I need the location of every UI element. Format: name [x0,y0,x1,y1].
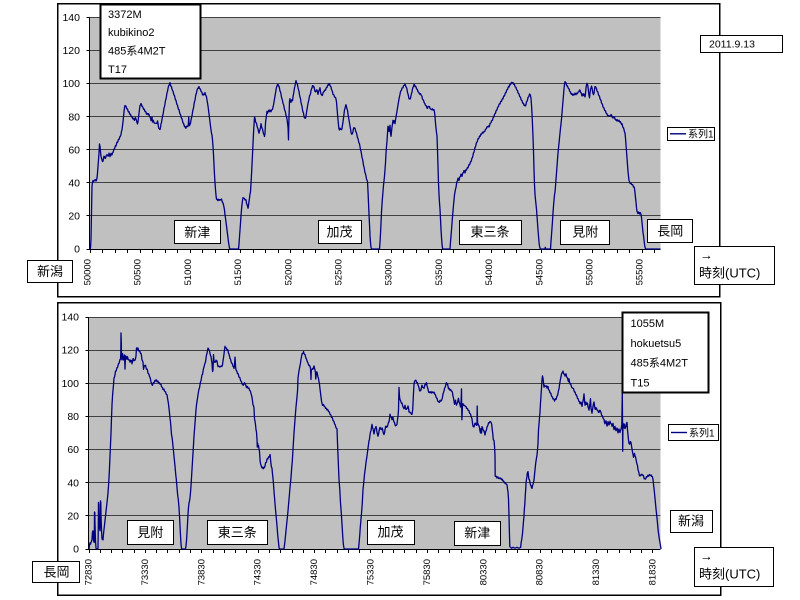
svg-text:20: 20 [67,511,79,523]
svg-text:51500: 51500 [233,259,244,285]
svg-text:kubikino2: kubikino2 [108,27,154,39]
svg-text:2011.9.13: 2011.9.13 [709,39,755,51]
svg-text:T17: T17 [108,64,127,76]
svg-text:75830: 75830 [422,559,433,585]
svg-text:74830: 74830 [309,559,320,585]
svg-text:→: → [700,549,713,564]
svg-text:新津: 新津 [184,225,210,240]
svg-text:80: 80 [68,111,80,123]
svg-text:80: 80 [67,411,79,423]
svg-text:50000: 50000 [83,259,94,285]
svg-text:40: 40 [68,178,80,190]
svg-text:73330: 73330 [140,559,151,585]
svg-text:0: 0 [74,244,80,256]
svg-text:54000: 54000 [484,259,495,285]
svg-text:hokuetsu5: hokuetsu5 [631,338,682,350]
svg-text:74330: 74330 [253,559,264,585]
svg-text:80830: 80830 [535,559,546,585]
svg-text:3372M: 3372M [108,9,142,21]
svg-text:75330: 75330 [366,559,377,585]
svg-text:52500: 52500 [334,259,345,285]
svg-text:1055M: 1055M [631,318,665,330]
svg-text:東三条: 東三条 [470,225,509,240]
svg-text:新潟: 新潟 [678,514,704,529]
svg-text:見附: 見附 [137,525,163,540]
svg-text:時刻(UTC): 時刻(UTC) [699,567,760,582]
svg-text:50500: 50500 [133,259,144,285]
svg-text:140: 140 [62,12,80,24]
svg-text:20: 20 [68,211,80,223]
svg-text:53500: 53500 [434,259,445,285]
svg-text:52000: 52000 [283,259,294,285]
svg-text:0: 0 [73,544,79,556]
svg-text:140: 140 [61,312,79,324]
svg-text:53000: 53000 [384,259,395,285]
svg-text:100: 100 [62,78,80,90]
svg-text:72830: 72830 [84,559,95,585]
svg-text:系列1: 系列1 [689,427,715,440]
svg-text:T15: T15 [631,377,650,389]
svg-text:120: 120 [62,45,80,57]
svg-text:120: 120 [61,345,79,357]
svg-text:55000: 55000 [585,259,596,285]
svg-text:80330: 80330 [478,559,489,585]
svg-text:新潟: 新潟 [37,264,63,279]
svg-text:長岡: 長岡 [657,224,683,239]
svg-text:60: 60 [67,444,79,456]
svg-text:55500: 55500 [635,259,646,285]
svg-text:長岡: 長岡 [43,565,69,580]
svg-text:51000: 51000 [183,259,194,285]
svg-text:81830: 81830 [648,559,659,585]
svg-text:時刻(UTC): 時刻(UTC) [699,266,760,281]
svg-text:40: 40 [67,477,79,489]
svg-text:54500: 54500 [534,259,545,285]
svg-text:60: 60 [68,144,80,156]
svg-text:見附: 見附 [572,225,598,240]
svg-text:81330: 81330 [591,559,602,585]
svg-text:東三条: 東三条 [218,525,257,540]
svg-text:485系4M2T: 485系4M2T [108,45,166,58]
svg-text:系列1: 系列1 [688,128,714,141]
svg-text:73830: 73830 [196,559,207,585]
svg-text:新津: 新津 [464,526,490,541]
svg-text:加茂: 加茂 [377,525,403,540]
svg-text:→: → [700,248,713,263]
svg-text:485系4M2T: 485系4M2T [631,357,689,370]
svg-text:加茂: 加茂 [326,224,352,239]
svg-text:100: 100 [61,378,79,390]
